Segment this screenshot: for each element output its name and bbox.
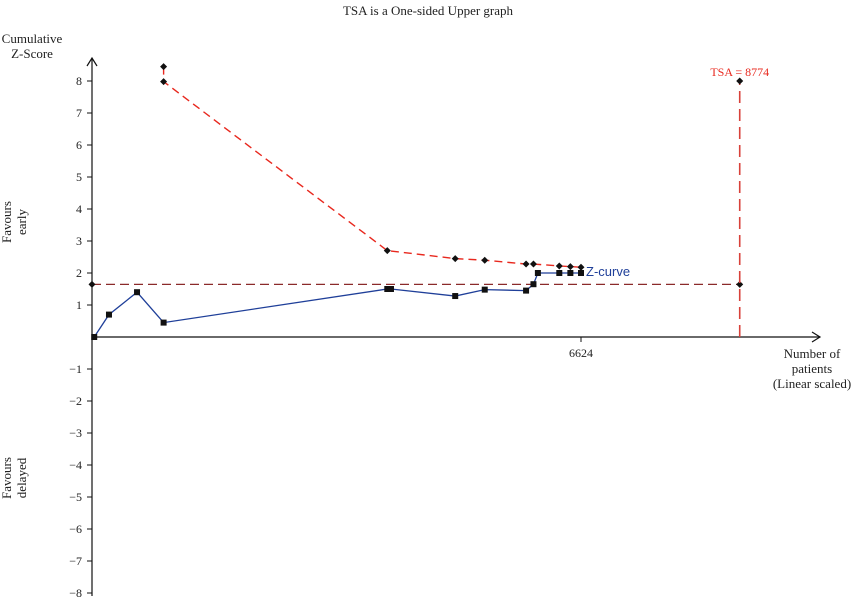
y-tick-label: −7 <box>69 554 82 568</box>
y-tick-label: −5 <box>69 490 82 504</box>
z-curve-line <box>93 272 581 338</box>
monitoring-boundary-point <box>160 78 168 86</box>
y-tick-label: −2 <box>69 394 82 408</box>
annotations: TSA = 8774 Z-curve <box>586 65 769 279</box>
y-tick-label: 7 <box>76 106 82 120</box>
x-axis-arrow <box>811 331 822 343</box>
axes: −8 −7 −6 −5 −4 −3 −2 −1 1 2 3 4 5 6 7 8 6624 <box>69 56 822 600</box>
y-tick-label: −8 <box>69 586 82 600</box>
z-curve-point <box>534 270 541 276</box>
x-tick-label: 6624 <box>569 346 593 360</box>
x-axis-label-line-1: Number of <box>784 346 841 361</box>
y-tick-label: 5 <box>76 170 82 184</box>
z-curve-point <box>556 270 563 276</box>
monitoring-boundary-point <box>481 256 489 264</box>
z-curve-point <box>578 270 584 276</box>
y-tick-label: −1 <box>69 362 82 376</box>
z-curve-annotation: Z-curve <box>586 264 630 279</box>
z-curve-point <box>567 270 574 276</box>
y-tick-label: 8 <box>76 74 82 88</box>
y-tick-label: 1 <box>76 298 82 312</box>
favours-delayed-label: Favours delayed <box>0 457 29 499</box>
z-curve-point <box>387 286 394 292</box>
y-tick-label: −4 <box>69 458 82 472</box>
chart-title: TSA is a One-sided Upper graph <box>343 3 514 18</box>
y-tick-label: 4 <box>76 202 82 216</box>
y-axis-label-line-1: Cumulative <box>2 31 63 46</box>
z-curve-point <box>160 319 167 326</box>
monitoring-boundary-point <box>383 247 391 255</box>
favours-early-line-2: early <box>14 209 29 235</box>
significance-boundary-marker <box>736 280 744 288</box>
reference-lines <box>88 77 744 337</box>
z-curve-point <box>481 286 488 293</box>
y-tick-label: −6 <box>69 522 82 536</box>
y-tick-label: 6 <box>76 138 82 152</box>
favours-early-label: Favours early <box>0 201 29 243</box>
z-curve-point <box>91 334 98 340</box>
y-tick-label: 2 <box>76 266 82 280</box>
significance-boundary-marker <box>88 280 96 288</box>
tsa-marker <box>736 77 744 85</box>
series <box>91 63 585 340</box>
z-curve-point <box>452 293 459 300</box>
monitoring-boundary-line <box>162 66 582 268</box>
z-curve-point <box>105 311 112 318</box>
z-curve-point <box>134 289 141 296</box>
favours-early-line-1: Favours <box>0 201 14 243</box>
y-axis-arrow <box>86 56 98 67</box>
y-tick-label: −3 <box>69 426 82 440</box>
monitoring-boundary-point <box>522 260 530 268</box>
monitoring-boundary-point <box>529 260 537 268</box>
tsa-annotation: TSA = 8774 <box>710 65 769 79</box>
y-tick-label: 3 <box>76 234 82 248</box>
favours-delayed-line-2: delayed <box>14 457 29 498</box>
monitoring-boundary-point <box>451 255 459 263</box>
monitoring-boundary-point <box>566 263 574 271</box>
z-curve-point <box>384 286 391 292</box>
monitoring-boundary-point <box>160 63 168 71</box>
monitoring-boundary-point <box>577 263 585 271</box>
z-curve-point <box>523 287 530 294</box>
z-curve-point <box>530 281 537 288</box>
x-axis-label-line-3: (Linear scaled) <box>773 376 851 391</box>
x-axis-label-line-2: patients <box>792 361 832 376</box>
y-axis-label-line-2: Z-Score <box>11 46 53 61</box>
monitoring-boundary-point <box>555 262 563 270</box>
favours-delayed-line-1: Favours <box>0 457 14 499</box>
